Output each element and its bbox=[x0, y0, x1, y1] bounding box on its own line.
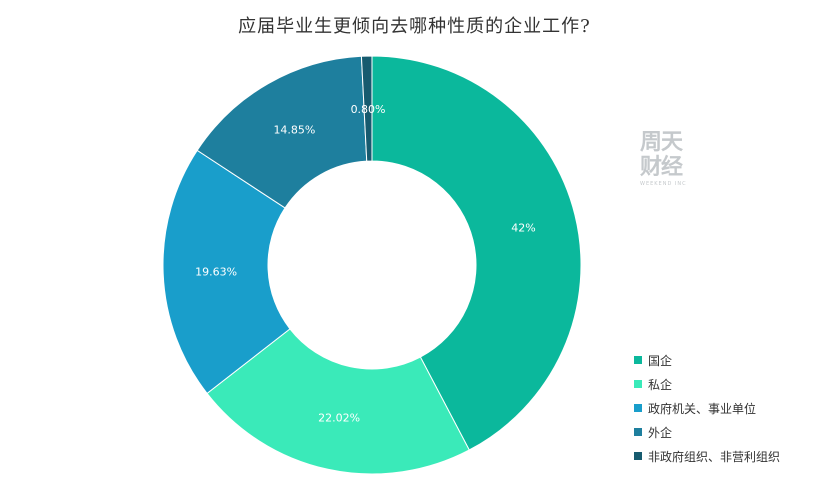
slice-label-0: 42% bbox=[511, 222, 535, 235]
slice-0 bbox=[371, 55, 582, 451]
legend-label: 外企 bbox=[648, 425, 673, 440]
legend-label: 非政府组织、非营利组织 bbox=[648, 449, 781, 464]
legend-swatch bbox=[634, 356, 642, 364]
chart-legend: 国企私企政府机关、事业单位 外企非政府组织、非营利组织 bbox=[634, 348, 780, 468]
legend-swatch bbox=[634, 428, 642, 436]
slice-label-2: 19.63% bbox=[195, 265, 237, 278]
slice-label-4: 0.80% bbox=[351, 103, 386, 116]
slice-label-3: 14.85% bbox=[273, 124, 315, 137]
chart-title: 应届毕业生更倾向去哪种性质的企业工作? bbox=[238, 16, 591, 37]
watermark-sub: WEEKEND INC bbox=[640, 181, 687, 187]
slice-label-1: 22.02% bbox=[318, 411, 360, 424]
legend-swatch bbox=[634, 380, 642, 388]
legend-swatch bbox=[634, 452, 642, 460]
legend-item-4: 非政府组织、非营利组织 bbox=[634, 444, 780, 468]
slice-labels: 42% 22.02% 19.63% 14.85% 0.80% bbox=[195, 103, 536, 424]
brand-watermark-logo: 周天 财经 WEEKEND INC bbox=[640, 130, 700, 190]
legend-item-2: 政府机关、事业单位 bbox=[634, 396, 780, 420]
legend-swatch bbox=[634, 404, 642, 412]
legend-label: 政府机关、事业单位 bbox=[648, 401, 757, 416]
watermark-line2: 财经 bbox=[640, 155, 683, 180]
watermark-line1: 周天 bbox=[640, 130, 683, 155]
slice-1 bbox=[206, 328, 470, 475]
slice-2 bbox=[162, 149, 291, 395]
legend-label: 私企 bbox=[648, 377, 673, 392]
legend-item-3: 外企 bbox=[634, 420, 780, 444]
legend-item-1: 私企 bbox=[634, 372, 780, 396]
legend-label: 国企 bbox=[648, 353, 673, 368]
donut-slices bbox=[162, 55, 582, 475]
legend-item-0: 国企 bbox=[634, 348, 780, 372]
slice-3 bbox=[196, 55, 368, 209]
slice-4 bbox=[360, 55, 373, 162]
